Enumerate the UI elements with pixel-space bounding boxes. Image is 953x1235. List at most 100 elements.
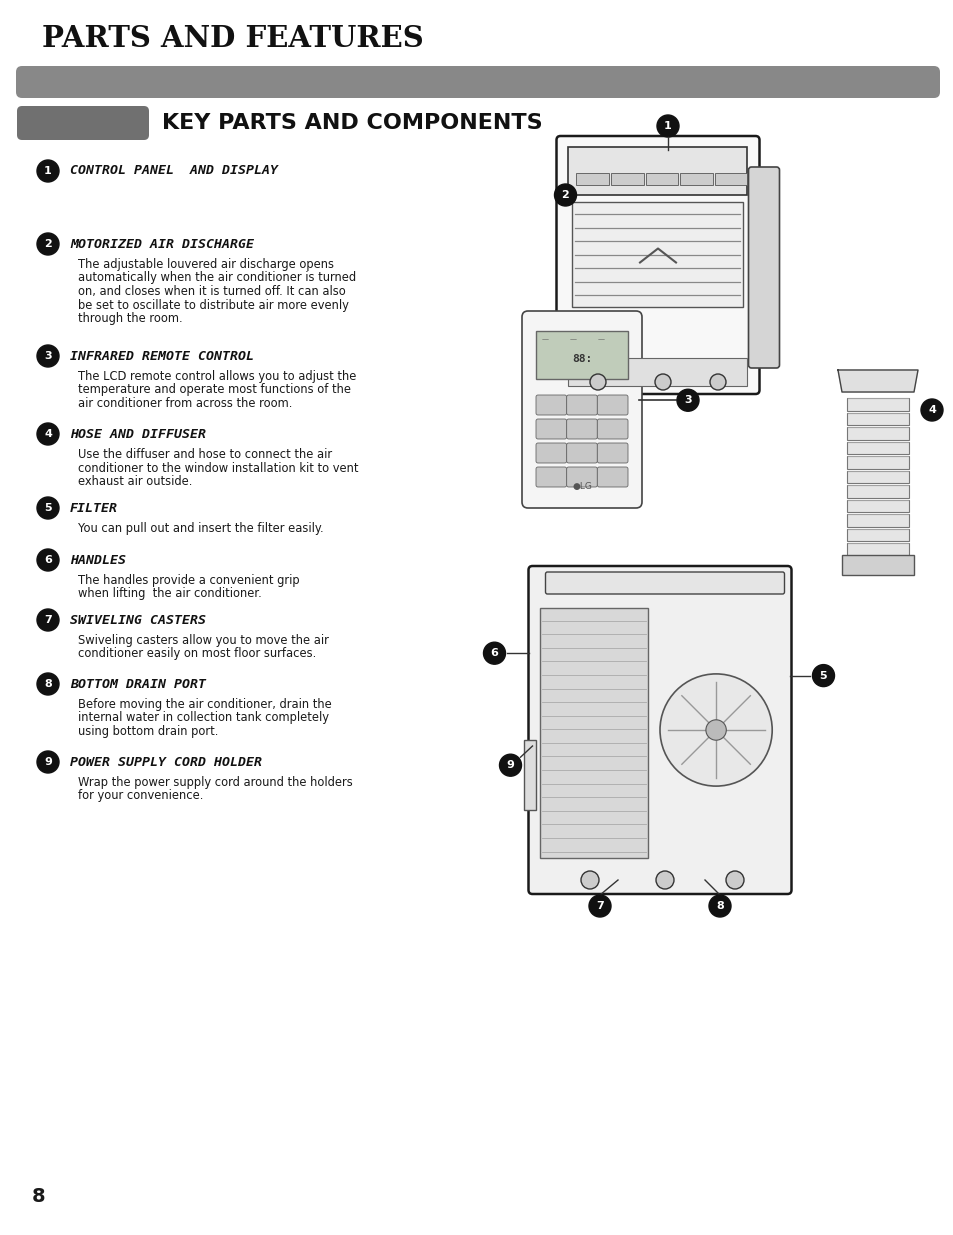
Text: —: — (541, 336, 548, 342)
Text: 7: 7 (596, 902, 603, 911)
FancyBboxPatch shape (17, 106, 149, 140)
Circle shape (580, 871, 598, 889)
Circle shape (37, 609, 59, 631)
Text: CONTROL PANEL  AND DISPLAY: CONTROL PANEL AND DISPLAY (70, 164, 277, 178)
Text: INFRARED REMOTE CONTROL: INFRARED REMOTE CONTROL (70, 350, 253, 363)
Text: You can pull out and insert the filter easily.: You can pull out and insert the filter e… (78, 522, 323, 535)
Text: conditioner to the window installation kit to vent: conditioner to the window installation k… (78, 462, 358, 474)
Text: on, and closes when it is turned off. It can also: on, and closes when it is turned off. It… (78, 285, 345, 298)
FancyBboxPatch shape (566, 419, 597, 438)
Circle shape (37, 345, 59, 367)
Bar (846, 485, 908, 498)
Text: 2: 2 (561, 190, 569, 200)
Text: HANDLES: HANDLES (70, 553, 126, 567)
Text: 3: 3 (44, 351, 51, 361)
Circle shape (659, 674, 771, 787)
Bar (846, 427, 908, 440)
FancyBboxPatch shape (16, 65, 939, 98)
Text: —: — (597, 336, 604, 342)
FancyBboxPatch shape (597, 395, 627, 415)
Circle shape (37, 161, 59, 182)
Bar (645, 173, 678, 185)
Text: Before moving the air conditioner, drain the: Before moving the air conditioner, drain… (78, 698, 332, 711)
Text: 9: 9 (44, 757, 51, 767)
Bar (572, 203, 742, 308)
Text: ●LG: ●LG (572, 482, 591, 490)
Bar (611, 173, 643, 185)
Text: KEY PARTS AND COMPONENTS: KEY PARTS AND COMPONENTS (162, 112, 542, 133)
Text: when lifting  the air conditioner.: when lifting the air conditioner. (78, 588, 261, 600)
FancyBboxPatch shape (597, 419, 627, 438)
Text: for your convenience.: for your convenience. (78, 789, 203, 803)
Text: 8: 8 (716, 902, 723, 911)
Text: The LCD remote control allows you to adjust the: The LCD remote control allows you to adj… (78, 370, 356, 383)
FancyBboxPatch shape (528, 566, 791, 894)
FancyBboxPatch shape (566, 443, 597, 463)
Text: PARTS AND FEATURES: PARTS AND FEATURES (42, 23, 423, 53)
FancyBboxPatch shape (536, 395, 566, 415)
Text: —: — (569, 336, 576, 342)
Circle shape (554, 184, 576, 206)
Text: automatically when the air conditioner is turned: automatically when the air conditioner i… (78, 272, 355, 284)
Bar (524, 740, 536, 810)
Bar (536, 331, 627, 379)
Circle shape (725, 871, 743, 889)
Text: POWER SUPPLY CORD HOLDER: POWER SUPPLY CORD HOLDER (70, 756, 262, 768)
Bar (841, 555, 913, 576)
Circle shape (812, 664, 834, 687)
Text: Swiveling casters allow you to move the air: Swiveling casters allow you to move the … (78, 634, 329, 647)
Circle shape (655, 374, 670, 390)
FancyBboxPatch shape (545, 572, 783, 594)
Bar (846, 471, 908, 483)
Bar (568, 147, 747, 195)
FancyBboxPatch shape (597, 443, 627, 463)
Circle shape (589, 374, 605, 390)
Text: 2: 2 (44, 240, 51, 249)
FancyBboxPatch shape (597, 467, 627, 487)
Text: temperature and operate most functions of the: temperature and operate most functions o… (78, 384, 351, 396)
Text: 4: 4 (927, 405, 935, 415)
Bar (846, 442, 908, 454)
Text: 1: 1 (44, 165, 51, 177)
Text: Use the diffuser and hose to connect the air: Use the diffuser and hose to connect the… (78, 448, 332, 461)
FancyBboxPatch shape (536, 419, 566, 438)
Text: 5: 5 (44, 503, 51, 513)
Circle shape (705, 720, 725, 740)
Circle shape (588, 895, 610, 918)
Circle shape (37, 550, 59, 571)
Text: 6: 6 (490, 648, 497, 658)
Text: conditioner easily on most floor surfaces.: conditioner easily on most floor surface… (78, 647, 315, 661)
Circle shape (920, 399, 942, 421)
Bar (679, 173, 712, 185)
Bar (540, 609, 647, 858)
Text: through the room.: through the room. (78, 312, 182, 325)
Text: BOTTOM DRAIN PORT: BOTTOM DRAIN PORT (70, 678, 206, 690)
FancyBboxPatch shape (521, 311, 641, 508)
Text: be set to oscillate to distribute air more evenly: be set to oscillate to distribute air mo… (78, 299, 349, 311)
Polygon shape (837, 370, 917, 391)
Text: Wrap the power supply cord around the holders: Wrap the power supply cord around the ho… (78, 776, 353, 789)
Text: MOTORIZED AIR DISCHARGE: MOTORIZED AIR DISCHARGE (70, 237, 253, 251)
Bar (846, 529, 908, 541)
Circle shape (37, 751, 59, 773)
Bar (846, 398, 908, 410)
Text: 6: 6 (44, 555, 51, 564)
Bar (846, 500, 908, 513)
Text: 4: 4 (44, 429, 51, 438)
Circle shape (37, 424, 59, 445)
Text: 8: 8 (44, 679, 51, 689)
Text: The adjustable louvered air discharge opens: The adjustable louvered air discharge op… (78, 258, 334, 270)
Circle shape (37, 496, 59, 519)
Text: 88:: 88: (571, 354, 592, 364)
Text: 8: 8 (32, 1188, 46, 1207)
Text: 7: 7 (44, 615, 51, 625)
Text: HOSE AND DIFFUSER: HOSE AND DIFFUSER (70, 427, 206, 441)
Bar (846, 514, 908, 527)
Text: 9: 9 (506, 761, 514, 771)
Circle shape (499, 755, 521, 777)
Text: exhaust air outside.: exhaust air outside. (78, 475, 193, 488)
Bar (576, 173, 608, 185)
Text: air conditioner from across the room.: air conditioner from across the room. (78, 396, 292, 410)
Circle shape (677, 389, 699, 411)
FancyBboxPatch shape (748, 167, 779, 368)
